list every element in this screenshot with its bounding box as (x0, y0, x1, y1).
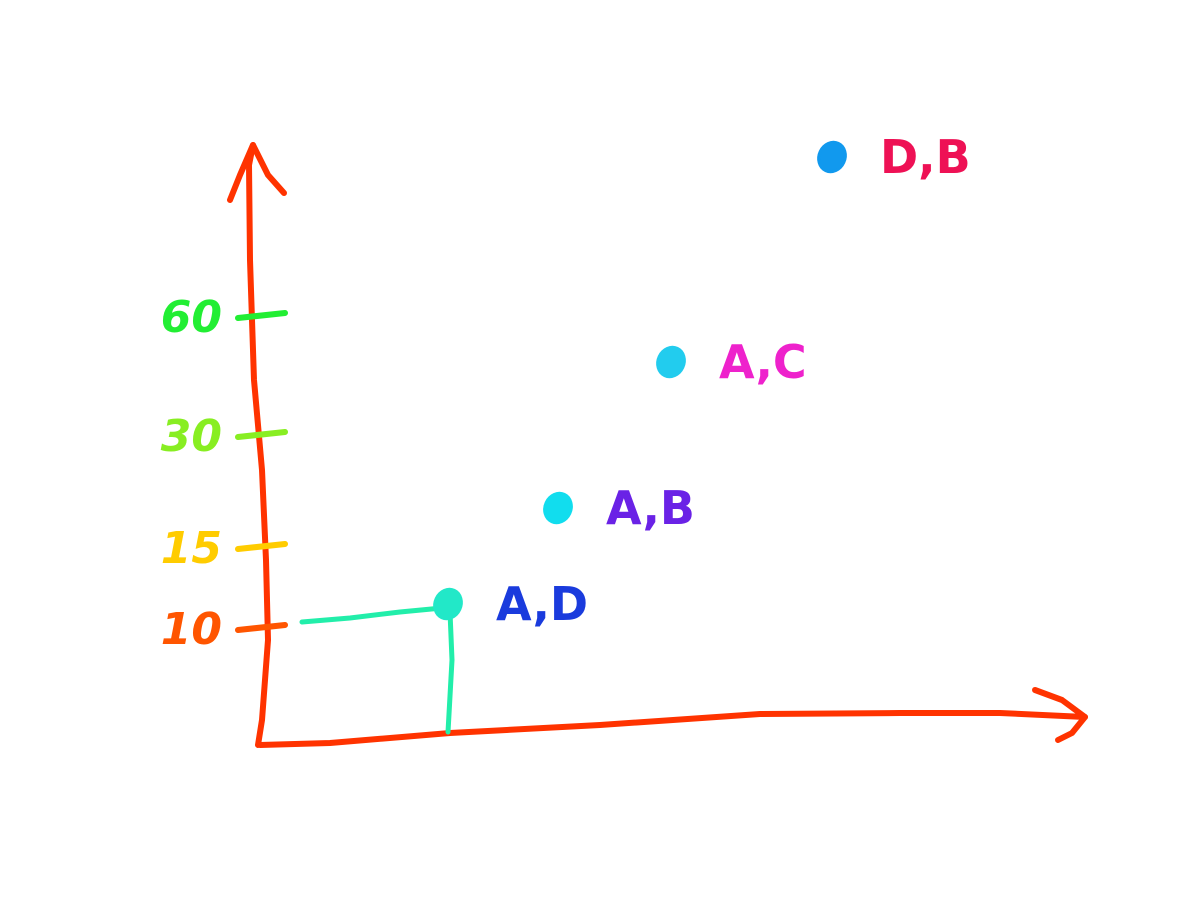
data-point-label: D,B (880, 130, 971, 184)
vertical-guide-line (445, 609, 455, 735)
y-ticks: 10 15 30 60 (161, 292, 288, 655)
y-tick-label: 10 (161, 604, 222, 655)
y-tick-label: 15 (161, 523, 222, 574)
y-axis-line (246, 142, 271, 748)
data-point (543, 491, 573, 525)
y-tick-label: 30 (161, 411, 222, 462)
horizontal-guide-line (299, 605, 445, 625)
x-axis-line (257, 710, 1088, 748)
guide-lines (299, 605, 455, 735)
x-axis-arrow (1032, 687, 1088, 743)
y-tick-mark (235, 541, 288, 552)
data-point (817, 140, 847, 174)
data-point (433, 587, 463, 621)
data-point-label: A,D (496, 577, 588, 631)
data-point (656, 345, 686, 379)
data-point-label: A,B (606, 481, 695, 535)
y-tick-mark (235, 429, 288, 440)
y-axis-arrow (227, 142, 287, 203)
data-point-label: A,C (719, 335, 807, 389)
data-points: A,D A,B A,C D,B (433, 130, 971, 631)
y-tick-label: 60 (161, 292, 222, 343)
y-tick-mark (235, 622, 288, 633)
y-tick-mark (235, 310, 288, 321)
axes (227, 142, 1088, 748)
